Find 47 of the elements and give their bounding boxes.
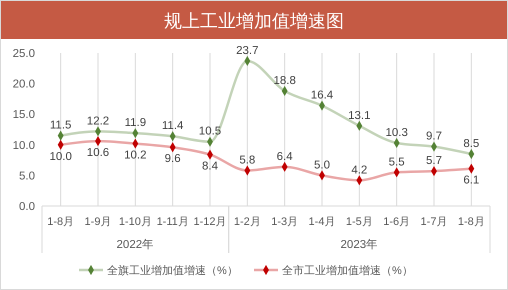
data-label: 4.2 [351,164,368,176]
y-tick-label: 10.0 [12,140,35,152]
data-label: 11.5 [50,120,72,132]
data-label: 13.1 [348,110,371,122]
x-tick-label: 1-10月 [118,216,152,228]
data-label: 10.2 [124,150,147,162]
x-tick-label: 1-12月 [193,216,227,228]
x-tick-label: 1-6月 [383,216,410,228]
data-label: 6.4 [276,150,294,163]
data-label: 10.3 [385,126,408,139]
y-tick-label: 25.0 [12,48,35,60]
data-label: 5.0 [314,159,330,172]
data-label: 9.6 [164,153,181,166]
data-label: 23.7 [236,44,259,57]
x-tick-label: 1-11月 [156,216,189,228]
x-tick-label: 1-9月 [84,216,112,228]
data-label: 9.7 [426,130,442,143]
text: 2022年 [116,238,154,251]
x-tick-label: 1-5月 [346,216,373,228]
data-label: 11.4 [162,120,184,132]
y-tick-label: 15.0 [12,109,35,122]
data-label: 16.4 [310,90,334,102]
data-label: 8.4 [202,160,219,173]
x-tick-label: 1-4月 [308,216,336,228]
x-tick-label: 1-8月 [458,216,485,228]
x-tick-label: 1-3月 [271,216,298,228]
legend-label: 全旗工业增加值增速（%） [107,264,238,277]
data-label: 6.1 [463,174,480,187]
text: 2023年 [340,238,378,251]
data-label: 10.5 [198,126,222,138]
legend-label: 全市工业增加值增速（%） [282,264,413,277]
data-label: 10.0 [49,150,72,163]
y-tick-label: 20.0 [12,78,35,91]
chart-title: 规上工业增加值增速图 [164,11,344,31]
data-label: 12.2 [86,115,110,128]
x-tick-label: 1-7月 [420,216,448,228]
data-label: 8.5 [463,138,480,150]
y-tick-label: 5.0 [19,170,35,182]
data-label: 11.9 [124,117,146,130]
data-label: 5.5 [388,156,405,168]
data-label: 18.8 [273,74,296,87]
x-tick-label: 1-2月 [234,216,261,228]
data-label: 5.8 [239,154,256,167]
x-tick-label: 1-8月 [47,216,74,228]
data-label: 5.7 [426,155,442,168]
data-label: 10.6 [86,147,110,160]
y-tick-label: 0.0 [19,201,35,213]
